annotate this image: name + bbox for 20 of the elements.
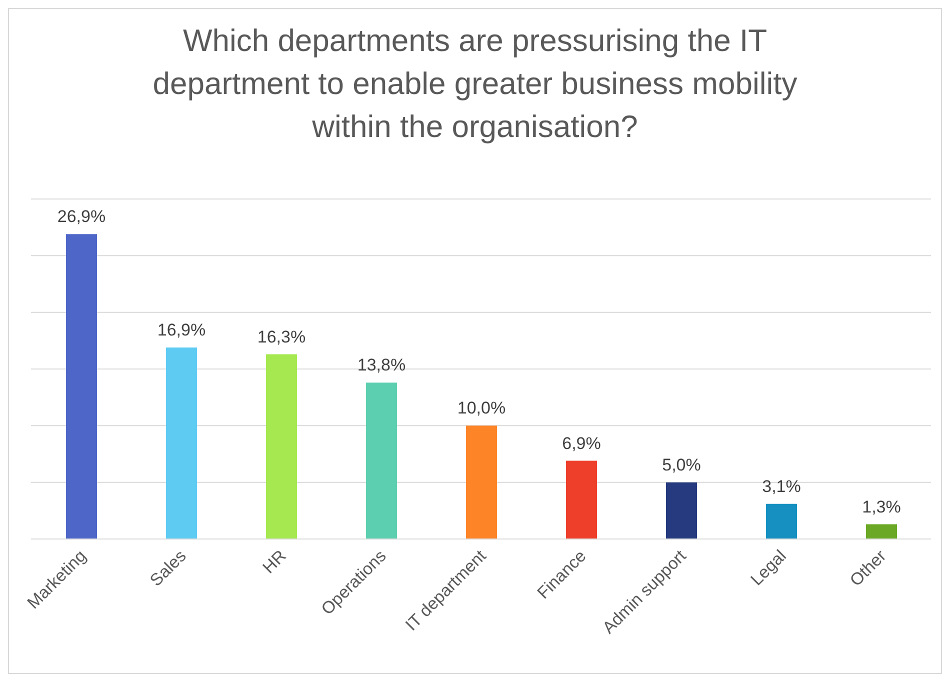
data-label: 3,1%	[762, 476, 801, 496]
bar	[66, 234, 97, 539]
bar	[566, 460, 597, 539]
data-label: 5,0%	[662, 455, 701, 474]
data-label: 1,3%	[862, 497, 901, 516]
bar	[666, 482, 697, 539]
bar	[866, 524, 897, 539]
data-label: 16,9%	[157, 320, 206, 340]
bar	[166, 347, 197, 539]
bar	[766, 504, 797, 539]
data-label: 10,0%	[457, 398, 506, 418]
data-label: 26,9%	[57, 207, 106, 226]
chart-title: Which departments are pressurising the IT department to enable greater business mobility within the organisation?	[152, 22, 798, 146]
data-label: 6,9%	[562, 434, 601, 453]
data-label: 16,3%	[257, 327, 306, 346]
bar	[366, 382, 397, 539]
data-label: 13,8%	[357, 356, 406, 375]
bar	[466, 426, 497, 539]
bar	[266, 354, 297, 539]
x-tick-label: HR	[259, 546, 290, 578]
